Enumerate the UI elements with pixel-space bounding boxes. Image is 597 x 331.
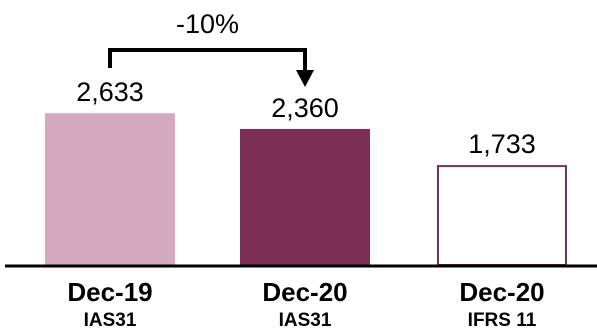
bar-1 [45,113,175,265]
category-label-2: Dec-20 [262,277,347,307]
bar-2 [240,128,370,265]
category-label-1: Dec-19 [67,277,152,307]
value-label-3: 1,733 [468,129,536,159]
value-labels-group: 2,633 2,360 1,733 [76,77,536,159]
bar-3 [437,165,567,266]
change-bracket [108,48,307,72]
change-annotation: -10% [108,9,314,87]
subcategory-label-1: IAS31 [84,310,137,331]
change-percent-label: -10% [176,9,239,39]
subcategory-label-2: IAS31 [279,310,332,331]
subcategory-label-3: IFRS 11 [468,310,537,331]
value-label-2: 2,360 [271,93,339,123]
change-arrowhead [296,70,314,87]
category-labels-group: Dec-19 IAS31 Dec-20 IAS31 Dec-20 IFRS 11 [67,277,544,331]
value-label-1: 2,633 [76,77,144,107]
category-label-3: Dec-20 [459,277,544,307]
bars-group [45,113,567,266]
